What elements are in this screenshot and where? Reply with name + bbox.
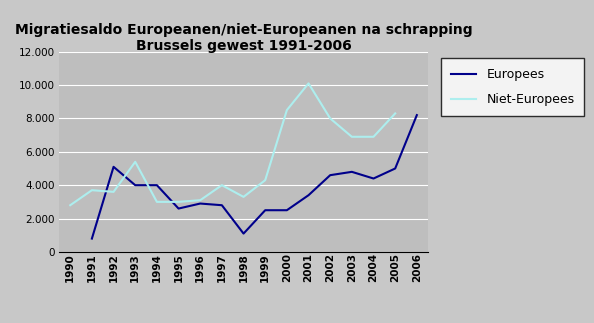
Line: Niet-Europees: Niet-Europees [70, 83, 395, 205]
Europees [283, 208, 290, 212]
Europees [89, 237, 96, 241]
Niet-Europees [153, 200, 160, 204]
Niet-Europees [89, 188, 96, 192]
Niet-Europees [219, 183, 226, 187]
Europees [370, 177, 377, 181]
Europees [391, 167, 399, 171]
Europees [348, 170, 355, 174]
Europees [240, 232, 247, 235]
Niet-Europees [240, 195, 247, 199]
Text: Migratiesaldo Europeanen/niet-Europeanen na schrapping
Brussels gewest 1991-2006: Migratiesaldo Europeanen/niet-Europeanen… [15, 23, 472, 53]
Niet-Europees [110, 190, 117, 194]
Niet-Europees [132, 160, 139, 164]
Europees [197, 202, 204, 205]
Legend: Europees, Niet-Europees: Europees, Niet-Europees [441, 58, 584, 116]
Europees [153, 183, 160, 187]
Niet-Europees [391, 111, 399, 115]
Europees [305, 193, 312, 197]
Europees [219, 203, 226, 207]
Europees [261, 208, 268, 212]
Niet-Europees [370, 135, 377, 139]
Niet-Europees [67, 203, 74, 207]
Europees [413, 113, 421, 117]
Niet-Europees [261, 178, 268, 182]
Line: Europees: Europees [92, 115, 417, 239]
Niet-Europees [175, 200, 182, 204]
Niet-Europees [283, 108, 290, 112]
Europees [110, 165, 117, 169]
Niet-Europees [327, 117, 334, 120]
Niet-Europees [348, 135, 355, 139]
Niet-Europees [305, 81, 312, 85]
Europees [327, 173, 334, 177]
Europees [175, 207, 182, 211]
Europees [132, 183, 139, 187]
Niet-Europees [197, 198, 204, 202]
